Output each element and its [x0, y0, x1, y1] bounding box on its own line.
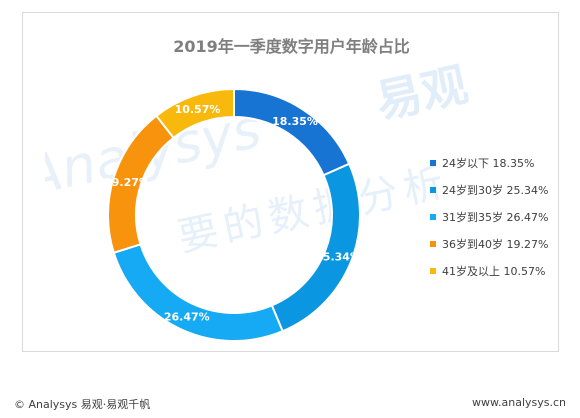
data-label-41-plus: 10.57% [175, 103, 221, 116]
data-label-36-40: 19.27% [104, 176, 150, 189]
donut-slice-41-plus [154, 87, 235, 140]
legend-item-36-40: 36岁到40岁 19.27% [430, 234, 548, 253]
chart-legend: 24岁以下 18.35% 24岁到30岁 25.34% 31岁到35岁 26.47%… [430, 153, 548, 288]
donut-chart: 18.35% 25.34% 26.47% 19.27% 10.57% [104, 87, 361, 342]
data-label-31-35: 26.47% [164, 311, 210, 324]
chart-title: 2019年一季度数字用户年龄占比 [173, 37, 410, 56]
footer-url: www.analysys.cn [472, 396, 566, 409]
data-label-24-30: 25.34% [315, 250, 361, 263]
legend-label: 24岁到30岁 25.34% [442, 183, 549, 197]
donut-slice-31-35 [112, 243, 284, 342]
legend-item-31-35: 31岁到35岁 26.47% [430, 207, 548, 226]
legend-swatch [430, 159, 436, 166]
legend-item-41-plus: 41岁及以上 10.57% [430, 261, 548, 280]
legend-swatch [430, 267, 436, 274]
legend-label: 31岁到35岁 26.47% [442, 210, 549, 224]
legend-item-under-24: 24岁以下 18.35% [430, 153, 548, 172]
legend-swatch [430, 213, 436, 220]
legend-swatch [430, 240, 436, 247]
donut-slice-24-30 [270, 162, 361, 333]
donut-slice-under-24 [233, 87, 351, 177]
legend-label: 41岁及以上 10.57% [442, 264, 546, 278]
chart-frame: Analysys 易观 要的数据分析 2019年一季度数字用户年龄占比 18.3… [22, 12, 559, 352]
data-label-under-24: 18.35% [272, 115, 318, 128]
legend-swatch [430, 186, 436, 193]
legend-item-24-30: 24岁到30岁 25.34% [430, 180, 548, 199]
footer-copyright: © Analysys 易观·易观千帆 [14, 398, 151, 411]
legend-label: 24岁以下 18.35% [442, 156, 535, 170]
legend-label: 36岁到40岁 19.27% [442, 237, 549, 251]
